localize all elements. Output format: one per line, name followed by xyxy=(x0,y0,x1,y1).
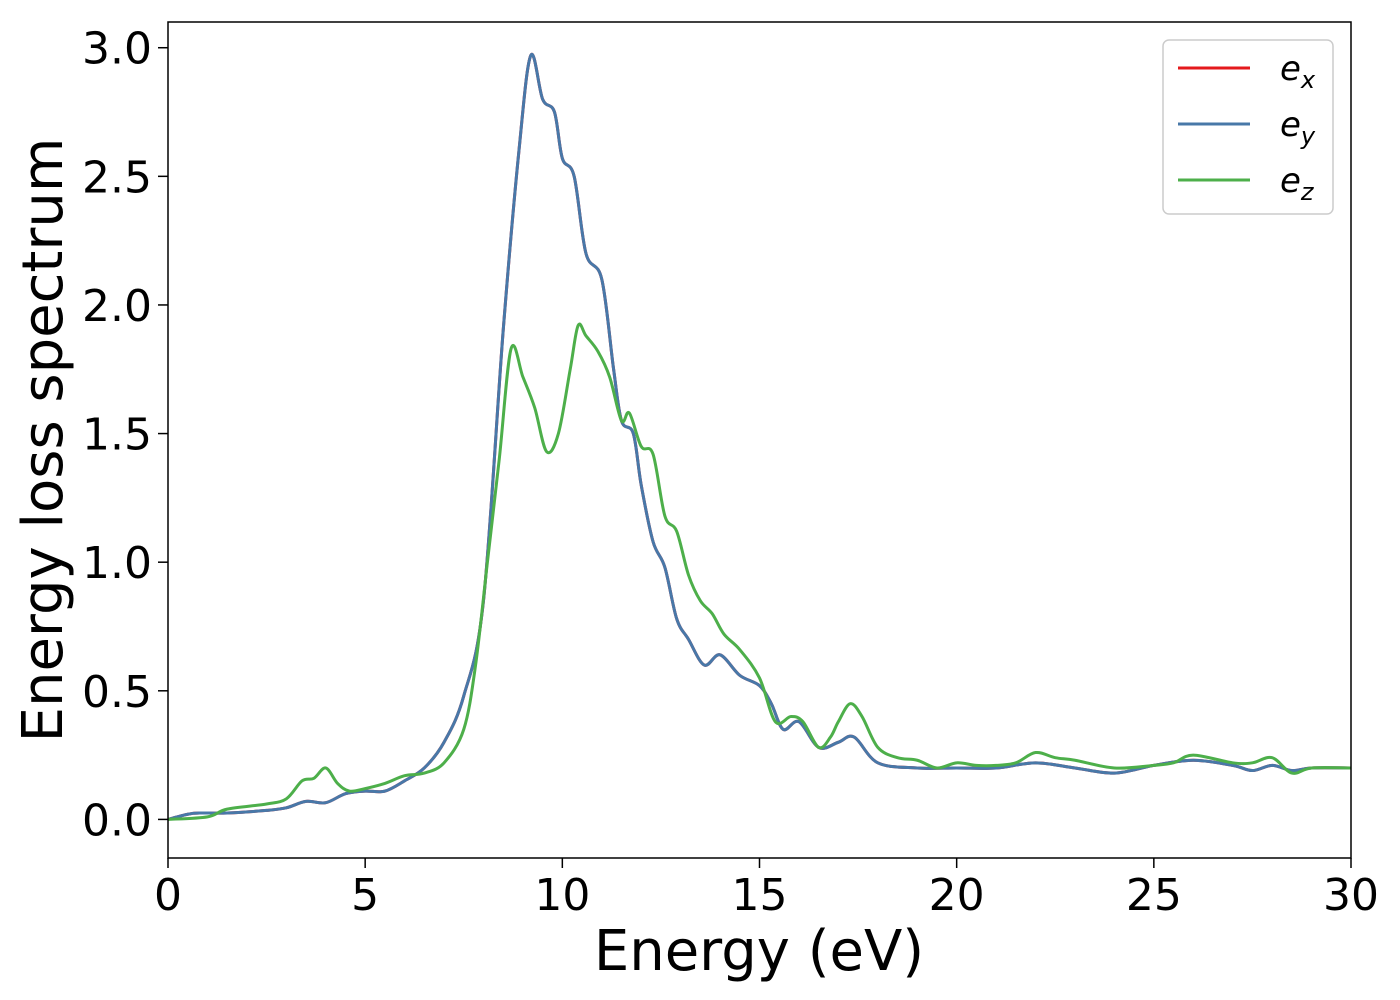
x-axis-label: Energy (eV) xyxy=(594,919,924,984)
y-tick-label: 1.5 xyxy=(82,410,152,461)
x-axis-ticks: 0 5 10 15 20 25 30 xyxy=(154,858,1379,921)
series-layer xyxy=(168,52,1351,821)
x-tick-label: 10 xyxy=(534,870,590,921)
legend-label-y: ey xyxy=(1280,105,1316,150)
legend-label-z: ez xyxy=(1280,161,1315,206)
series-line-y xyxy=(168,52,1351,821)
x-tick-label: 5 xyxy=(351,870,379,921)
y-axis-ticks: 0.0 0.5 1.0 1.5 2.0 2.5 3.0 xyxy=(82,24,168,846)
legend: ex ey ez xyxy=(1162,39,1334,215)
y-tick-label: 2.5 xyxy=(82,152,152,203)
y-tick-label: 1.0 xyxy=(82,538,152,589)
x-tick-label: 0 xyxy=(154,870,182,921)
series-line-z xyxy=(168,322,1351,821)
y-axis-label: Energy loss spectrum xyxy=(11,138,76,743)
y-tick-label: 2.0 xyxy=(82,281,152,332)
legend-box xyxy=(1162,39,1334,215)
x-tick-label: 15 xyxy=(732,870,788,921)
y-tick-label: 0.0 xyxy=(82,795,152,846)
legend-label-x: ex xyxy=(1280,49,1316,94)
x-tick-label: 30 xyxy=(1323,870,1379,921)
y-tick-label: 0.5 xyxy=(82,667,152,718)
x-tick-label: 25 xyxy=(1126,870,1182,921)
x-tick-label: 20 xyxy=(929,870,985,921)
y-tick-label: 3.0 xyxy=(82,24,152,75)
